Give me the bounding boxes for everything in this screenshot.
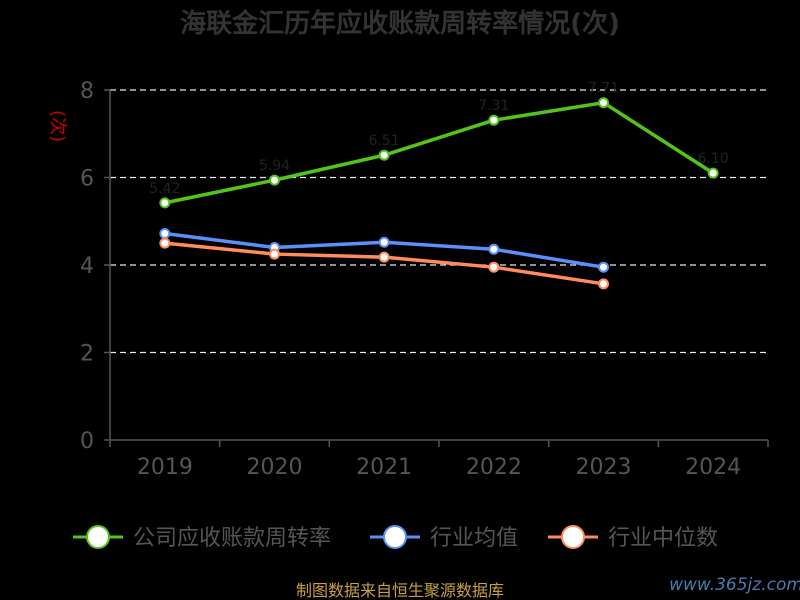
data-point bbox=[488, 261, 500, 273]
data-point bbox=[598, 261, 609, 273]
data-label: 6.10 bbox=[698, 151, 729, 167]
y-tick-label: 8 bbox=[80, 79, 94, 104]
y-axis-label: (次) bbox=[47, 110, 68, 142]
data-point bbox=[378, 149, 390, 161]
x-tick-label: 2022 bbox=[466, 455, 522, 480]
data-label: 6.51 bbox=[369, 133, 400, 149]
legend-item-0: 公司应收账款周转率 bbox=[73, 525, 331, 551]
series-0: 5.42 5.94 6.51 7.31 7.71 6.10 bbox=[149, 81, 729, 209]
y-tick-label: 6 bbox=[80, 167, 94, 192]
data-point bbox=[488, 114, 500, 126]
data-point bbox=[159, 197, 171, 209]
series-line bbox=[164, 241, 604, 286]
legend-label: 行业均值 bbox=[430, 526, 518, 551]
legend-item-2: 行业中位数 bbox=[548, 525, 718, 551]
data-label: 5.94 bbox=[259, 158, 290, 174]
x-tick-label: 2024 bbox=[685, 455, 741, 480]
data-point bbox=[159, 237, 171, 249]
data-label: 5.42 bbox=[149, 181, 180, 197]
data-point bbox=[707, 167, 719, 179]
data-point bbox=[378, 236, 390, 248]
legend: 公司应收账款周转率 行业均值 行业中位数 bbox=[73, 525, 718, 551]
series-line bbox=[164, 100, 715, 205]
chart-title: 海联金汇历年应收账款周转率情况(次) bbox=[180, 8, 620, 39]
y-tick-label: 2 bbox=[80, 342, 94, 367]
legend-swatch-marker bbox=[86, 525, 110, 549]
data-point bbox=[269, 248, 280, 260]
data-point bbox=[159, 228, 171, 239]
series-1 bbox=[159, 228, 609, 273]
data-point bbox=[598, 97, 609, 109]
legend-label: 行业中位数 bbox=[608, 526, 718, 551]
legend-swatch-marker bbox=[561, 525, 585, 549]
legend-item-1: 行业均值 bbox=[370, 525, 518, 551]
legend-swatch-marker bbox=[383, 525, 407, 549]
data-label: 7.31 bbox=[478, 98, 509, 114]
series-2 bbox=[159, 237, 609, 290]
data-point bbox=[378, 251, 390, 263]
x-tick-label: 2021 bbox=[356, 455, 412, 480]
x-tick-label: 2020 bbox=[247, 455, 303, 480]
y-tick-label: 4 bbox=[80, 254, 94, 279]
x-tick-label: 2023 bbox=[576, 455, 632, 480]
data-point bbox=[488, 243, 500, 255]
series-group: 5.42 5.94 6.51 7.31 7.71 6.10 bbox=[149, 81, 729, 290]
source-note: 制图数据来自恒生聚源数据库 bbox=[296, 581, 504, 600]
data-label: 7.71 bbox=[588, 81, 619, 97]
watermark: www.365jz.com bbox=[669, 575, 800, 595]
legend-label: 公司应收账款周转率 bbox=[133, 526, 331, 551]
y-tick-label: 0 bbox=[80, 429, 94, 454]
grid-lines bbox=[110, 89, 768, 354]
axes: 0 2 4 6 8 2019 2020 2021 2022 2023 2024 bbox=[80, 79, 769, 480]
x-tick-label: 2019 bbox=[137, 455, 193, 480]
data-point bbox=[269, 174, 280, 186]
data-point bbox=[598, 278, 609, 290]
